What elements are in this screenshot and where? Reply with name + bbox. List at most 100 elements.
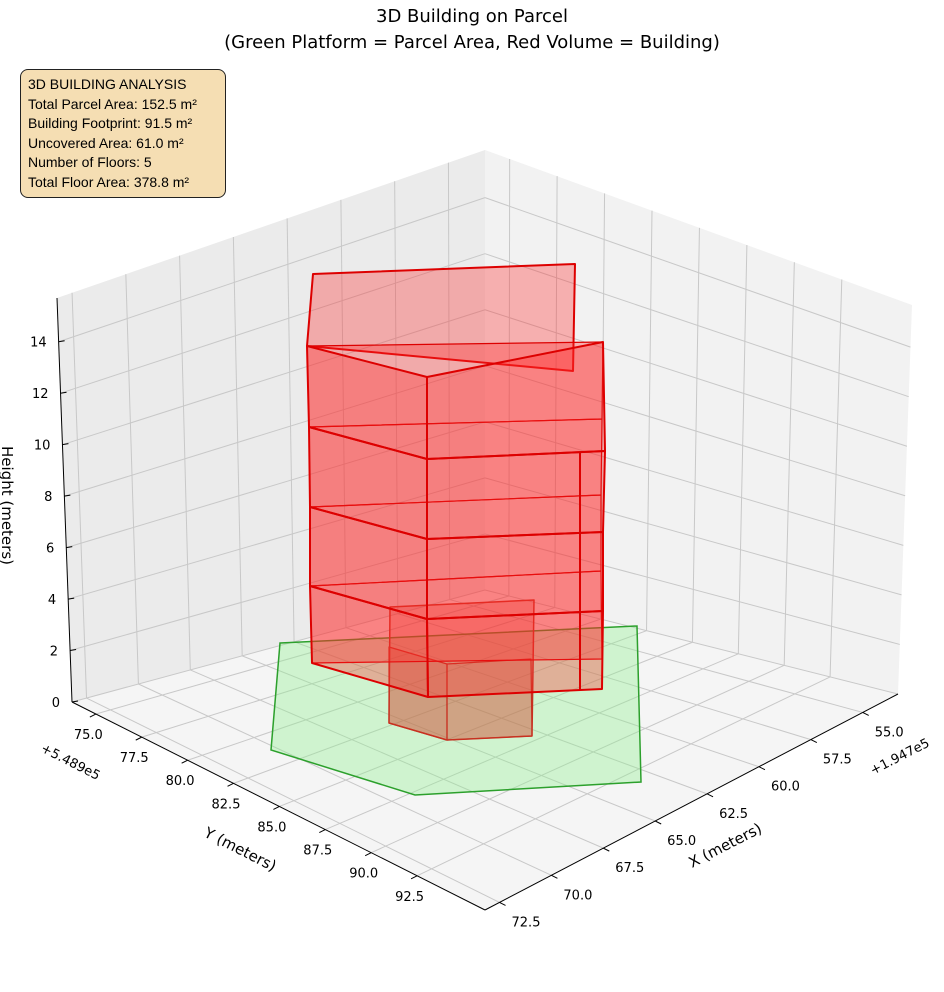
- z-tick-mark: [58, 340, 65, 343]
- x-tick-mark: [551, 874, 558, 879]
- y-tick-mark: [364, 852, 372, 857]
- grid-line: [345, 627, 760, 768]
- grid-line: [370, 664, 785, 854]
- info-line: Total Parcel Area: 152.5 m²: [28, 95, 197, 112]
- grid-line: [325, 653, 739, 831]
- grid-line: [484, 253, 909, 398]
- y-tick-label: 75.0: [74, 728, 103, 743]
- x-offset-label: +1.947e5: [868, 736, 932, 779]
- y-tick-label: 92.5: [395, 890, 424, 905]
- grid-line: [241, 655, 656, 822]
- grid-line: [138, 683, 552, 876]
- x-axis-line: [484, 693, 899, 911]
- y-tick-label: 82.5: [212, 797, 241, 812]
- x-tick-mark: [654, 820, 662, 825]
- z-tick-mark: [64, 494, 71, 497]
- grid-line: [69, 533, 486, 652]
- y-tick-mark: [89, 713, 97, 718]
- x-tick-label: 62.5: [719, 807, 748, 822]
- building-floor-1-right-face: [426, 610, 604, 698]
- z-tick-label: 6: [46, 542, 54, 557]
- grid-line: [691, 227, 700, 643]
- grid-line: [286, 218, 295, 642]
- grid-line: [416, 676, 831, 877]
- info-line: Number of Floors: 5: [28, 154, 152, 170]
- grid-line: [60, 253, 486, 394]
- x-tick-mark: [810, 739, 818, 744]
- z-axis-line: [56, 297, 73, 703]
- z-tick-label: 8: [44, 490, 52, 505]
- x-tick-mark: [603, 847, 610, 852]
- x-tick-label: 60.0: [771, 780, 800, 795]
- chart-title-line1: 3D Building on Parcel: [376, 6, 568, 27]
- x-tick-mark: [862, 712, 869, 716]
- grid-line: [484, 365, 906, 497]
- x-axis-label: X (meters): [686, 819, 765, 871]
- x-tick-label: 57.5: [823, 753, 852, 768]
- building-roof-wall: [306, 263, 576, 372]
- y-tick-label: 80.0: [166, 774, 195, 789]
- x-tick-label: 55.0: [875, 725, 904, 740]
- x-tick-label: 70.0: [563, 888, 592, 903]
- grid-line: [71, 292, 88, 699]
- y-tick-label: 85.0: [257, 820, 286, 835]
- y-tick-label: 87.5: [303, 844, 332, 859]
- x-tick-mark: [499, 901, 506, 906]
- grid-line: [68, 477, 486, 600]
- grid-line: [447, 162, 451, 600]
- z-tick-label: 14: [30, 336, 47, 351]
- z-tick-label: 10: [34, 439, 51, 454]
- x-tick-mark: [758, 766, 766, 771]
- grid-line: [95, 595, 509, 715]
- grid-line: [484, 309, 908, 447]
- grid-line: [86, 697, 500, 903]
- grid-line: [179, 255, 191, 670]
- y-tick-mark: [135, 736, 142, 741]
- info-line: Total Floor Area: 378.8 m²: [28, 173, 190, 190]
- info-heading: 3D BUILDING ANALYSIS: [28, 76, 187, 92]
- grid-line: [829, 279, 843, 677]
- z-tick-mark: [66, 546, 73, 549]
- info-line: Uncovered Area: 61.0 m²: [28, 134, 184, 151]
- y-tick-label: 77.5: [120, 751, 149, 766]
- y-tick-mark: [410, 875, 418, 880]
- z-tick-mark: [62, 443, 69, 446]
- grid-line: [232, 237, 243, 656]
- building-floor-3-right-face: [426, 450, 606, 540]
- x-tick-label: 65.0: [667, 834, 696, 849]
- grid-line: [279, 641, 693, 807]
- grid-line: [449, 599, 863, 713]
- grid-line: [484, 421, 904, 546]
- z-tick-label: 2: [50, 645, 58, 660]
- grid-line: [190, 669, 604, 849]
- grid-line: [233, 630, 647, 784]
- z-axis-label: Height (meters): [0, 446, 16, 565]
- grid-line: [783, 262, 795, 666]
- x-tick-label: 67.5: [615, 861, 644, 876]
- y-tick-mark: [319, 829, 326, 834]
- building-floor-2-right-face: [426, 531, 604, 620]
- back-right-pane: [485, 150, 912, 694]
- info-line: Building Footprint: 91.5 m²: [28, 115, 193, 131]
- y-tick-mark: [273, 806, 280, 810]
- grid-line: [64, 365, 486, 497]
- grid-line: [71, 589, 486, 703]
- y-tick-mark: [227, 782, 234, 787]
- grid-line: [484, 533, 900, 645]
- chart-title-line2: (Green Platform = Parcel Area, Red Volum…: [224, 32, 720, 53]
- grid-line: [394, 181, 399, 614]
- z-tick-mark: [71, 700, 79, 703]
- grid-line: [554, 176, 558, 608]
- grid-line: [646, 210, 653, 631]
- grid-line: [293, 641, 708, 795]
- z-tick-mark: [70, 649, 77, 652]
- grid-line: [125, 274, 139, 685]
- parcel-platform: [270, 625, 642, 796]
- z-tick-label: 0: [52, 696, 60, 711]
- y-tick-mark: [181, 759, 188, 764]
- grid-line: [66, 421, 486, 549]
- grid-line: [187, 618, 601, 761]
- grid-line: [484, 589, 899, 695]
- z-tick-label: 4: [48, 593, 56, 608]
